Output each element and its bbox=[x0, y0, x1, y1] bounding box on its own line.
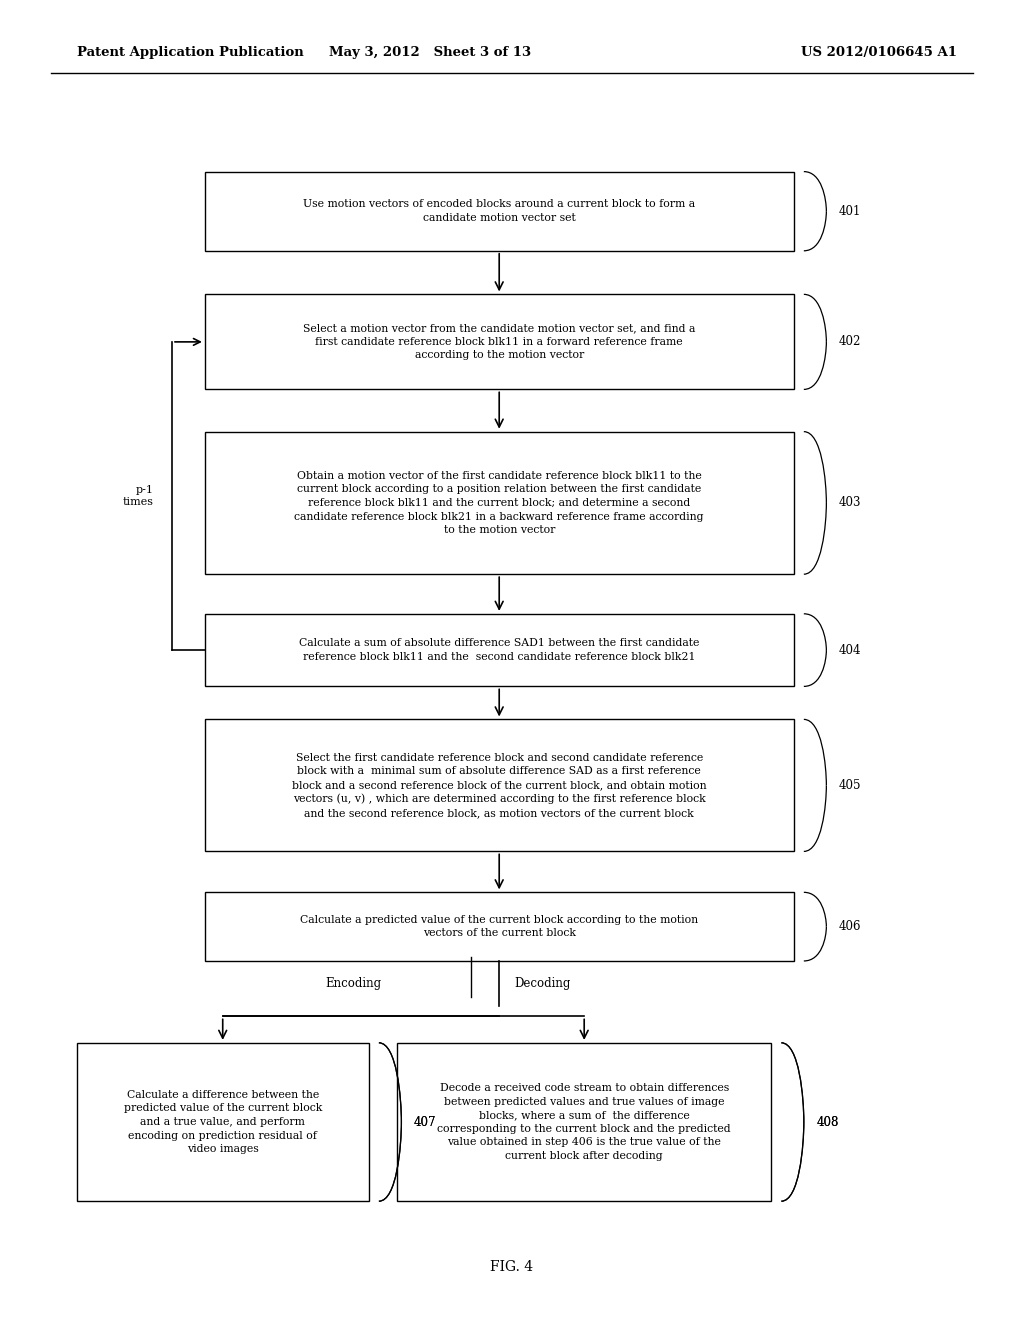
Text: Select a motion vector from the candidate motion vector set, and find a
first ca: Select a motion vector from the candidat… bbox=[303, 323, 695, 360]
Bar bbox=[205, 172, 794, 251]
Text: Use motion vectors of encoded blocks around a current block to form a
candidate : Use motion vectors of encoded blocks aro… bbox=[303, 199, 695, 223]
Bar bbox=[77, 1043, 369, 1201]
Text: US 2012/0106645 A1: US 2012/0106645 A1 bbox=[802, 46, 957, 59]
Text: Obtain a motion vector of the first candidate reference block blk11 to the
curre: Obtain a motion vector of the first cand… bbox=[295, 471, 703, 535]
Text: FIG. 4: FIG. 4 bbox=[490, 1261, 534, 1274]
Text: 407: 407 bbox=[414, 1115, 436, 1129]
Text: Decoding: Decoding bbox=[514, 977, 571, 990]
Text: Select the first candidate reference block and second candidate reference
block : Select the first candidate reference blo… bbox=[292, 752, 707, 818]
Text: 403: 403 bbox=[839, 496, 861, 510]
Bar bbox=[205, 294, 794, 389]
Text: 401: 401 bbox=[839, 205, 861, 218]
Bar bbox=[205, 892, 794, 961]
Bar bbox=[205, 432, 794, 574]
Text: Calculate a predicted value of the current block according to the motion
vectors: Calculate a predicted value of the curre… bbox=[300, 915, 698, 939]
Text: Calculate a difference between the
predicted value of the current block
and a tr: Calculate a difference between the predi… bbox=[124, 1090, 322, 1154]
Text: Calculate a sum of absolute difference SAD1 between the first candidate
referenc: Calculate a sum of absolute difference S… bbox=[299, 639, 699, 661]
Text: Encoding: Encoding bbox=[326, 977, 381, 990]
Bar bbox=[205, 614, 794, 686]
Text: Patent Application Publication: Patent Application Publication bbox=[77, 46, 303, 59]
Text: 408: 408 bbox=[816, 1115, 839, 1129]
Text: 404: 404 bbox=[839, 644, 861, 656]
Bar bbox=[397, 1043, 771, 1201]
Text: p-1
times: p-1 times bbox=[123, 484, 154, 507]
Text: 407: 407 bbox=[414, 1115, 436, 1129]
Text: May 3, 2012   Sheet 3 of 13: May 3, 2012 Sheet 3 of 13 bbox=[329, 46, 531, 59]
Text: 406: 406 bbox=[839, 920, 861, 933]
Text: 402: 402 bbox=[839, 335, 861, 348]
Bar bbox=[205, 719, 794, 851]
Text: 405: 405 bbox=[839, 779, 861, 792]
Text: 408: 408 bbox=[816, 1115, 839, 1129]
Text: Decode a received code stream to obtain differences
between predicted values and: Decode a received code stream to obtain … bbox=[437, 1082, 731, 1162]
